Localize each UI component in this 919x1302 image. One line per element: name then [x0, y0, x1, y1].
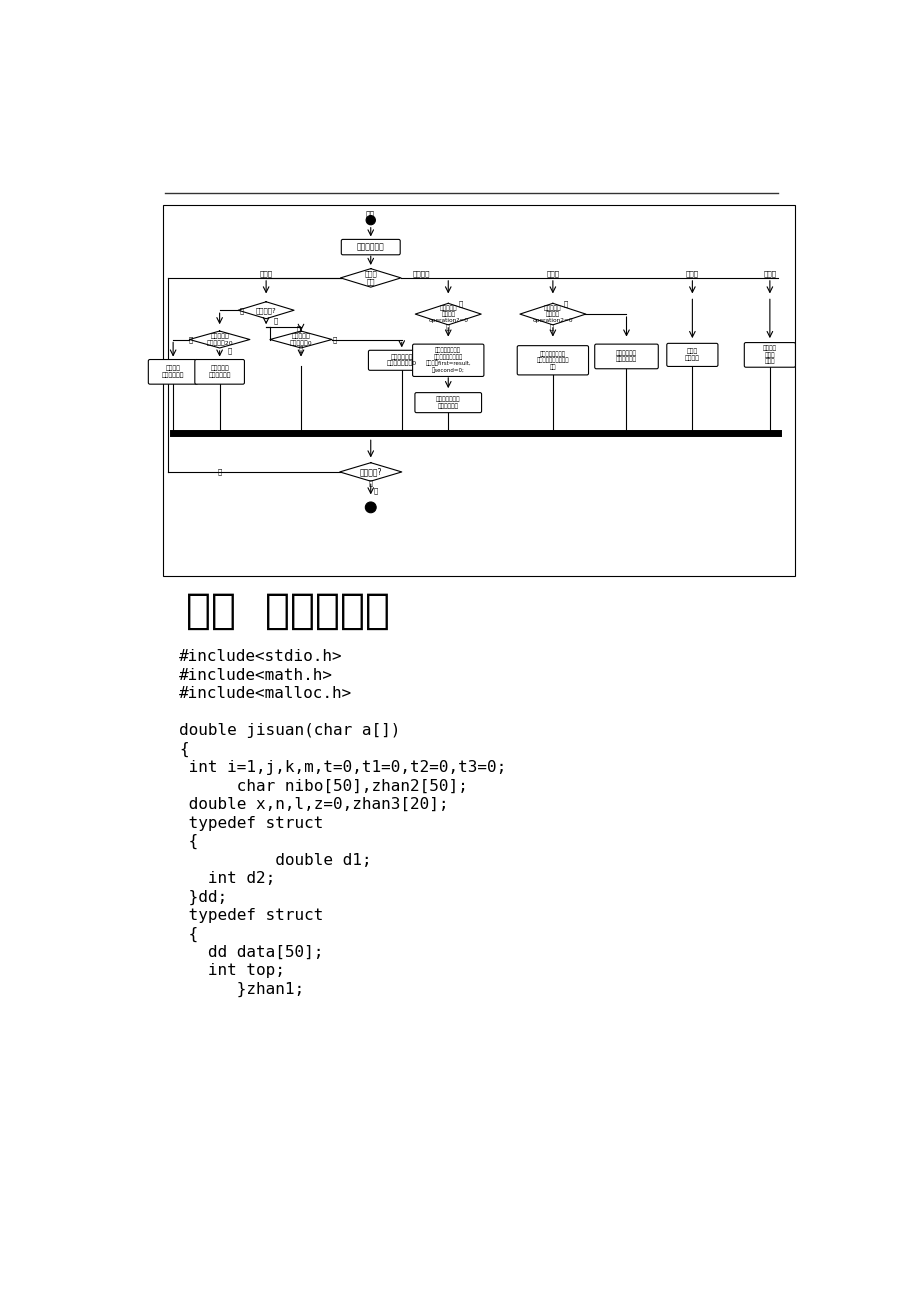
FancyBboxPatch shape	[743, 342, 795, 367]
Text: int i=1,j,k,m,t=0,t1=0,t2=0,t3=0;: int i=1,j,k,m,t=0,t1=0,t2=0,t3=0;	[179, 760, 506, 775]
Circle shape	[365, 503, 376, 513]
Text: }zhan1;: }zhan1;	[179, 982, 304, 997]
Text: {: {	[179, 835, 199, 849]
Text: int d2;: int d2;	[179, 871, 276, 885]
Text: 当前是否有
运算符键
operation2=0: 当前是否有 运算符键 operation2=0	[532, 305, 573, 323]
Text: 是: 是	[563, 301, 568, 307]
Text: 当前编辑的
数据位加一位: 当前编辑的 数据位加一位	[208, 366, 231, 378]
Text: 是: 是	[217, 469, 221, 475]
Text: 退格键: 退格键	[763, 271, 776, 277]
Text: 当前编辑的
数字是否为20: 当前编辑的 数字是否为20	[206, 333, 233, 345]
Text: 否: 否	[549, 323, 553, 329]
Bar	[163, 204, 794, 575]
Text: double d1;: double d1;	[179, 853, 371, 867]
Text: 是: 是	[239, 307, 244, 314]
Text: 计算当前运算符的
运算，并将结果显示
出来，将first=result,
且second=0;: 计算当前运算符的 运算，并将结果显示 出来，将first=result, 且se…	[425, 348, 471, 372]
Text: 当前编辑的
数字是否为0: 当前编辑的 数字是否为0	[289, 333, 312, 345]
Text: 否: 否	[227, 346, 232, 354]
Text: 初始化各变量: 初始化各变量	[357, 242, 384, 251]
FancyBboxPatch shape	[516, 345, 588, 375]
FancyBboxPatch shape	[666, 344, 717, 366]
Text: 根据当前运算符号
计算出结果，并显示出
来。: 根据当前运算符号 计算出结果，并显示出 来。	[536, 352, 569, 370]
FancyBboxPatch shape	[368, 350, 435, 370]
Text: {: {	[179, 742, 188, 756]
Text: 否: 否	[369, 479, 372, 486]
Text: 当前是否有
运算符键
operation?=0: 当前是否有 运算符键 operation?=0	[427, 305, 468, 323]
Text: 是: 是	[188, 336, 193, 342]
Text: #include<math.h>: #include<math.h>	[179, 668, 333, 682]
Text: #include<stdio.h>: #include<stdio.h>	[179, 650, 343, 664]
Circle shape	[366, 216, 375, 225]
Text: 初始化
所有变量: 初始化 所有变量	[684, 349, 699, 361]
Text: double x,n,l,z=0,zhan3[20];: double x,n,l,z=0,zhan3[20];	[179, 797, 448, 812]
Text: 四、  源程序编写: 四、 源程序编写	[186, 590, 390, 631]
Text: 运算符键: 运算符键	[412, 271, 429, 277]
FancyBboxPatch shape	[195, 359, 244, 384]
Text: dd data[50];: dd data[50];	[179, 945, 323, 960]
Text: #include<malloc.h>: #include<malloc.h>	[179, 686, 352, 702]
Text: 否: 否	[296, 326, 301, 332]
Text: 在当前编辑的
数字位置加一位0: 在当前编辑的 数字位置加一位0	[386, 354, 416, 366]
FancyBboxPatch shape	[414, 393, 481, 413]
Text: 前位等于?: 前位等于?	[255, 307, 277, 314]
Text: 是否继续?: 是否继续?	[359, 467, 381, 477]
Text: 编辑的数
字用缓值代替: 编辑的数 字用缓值代替	[162, 366, 184, 378]
Text: 否: 否	[374, 488, 378, 495]
Text: 是: 是	[458, 301, 462, 307]
FancyBboxPatch shape	[148, 359, 198, 384]
Text: 是: 是	[299, 345, 302, 352]
Text: typedef struct: typedef struct	[179, 907, 323, 923]
Text: }dd;: }dd;	[179, 889, 227, 905]
Text: 数字键: 数字键	[259, 271, 272, 277]
Text: 否: 否	[273, 316, 278, 324]
Text: 清除键: 清除键	[685, 271, 698, 277]
Text: double jisuan(char a[]): double jisuan(char a[])	[179, 723, 401, 738]
Text: 返回正在
编辑的
数据。: 返回正在 编辑的 数据。	[762, 345, 776, 365]
Text: 接键的
选择: 接键的 选择	[364, 271, 377, 285]
FancyBboxPatch shape	[341, 240, 400, 255]
Text: typedef struct: typedef struct	[179, 815, 323, 831]
Text: int top;: int top;	[179, 963, 285, 978]
Text: 开始: 开始	[366, 210, 375, 219]
FancyBboxPatch shape	[412, 344, 483, 376]
Text: {: {	[179, 926, 199, 941]
FancyBboxPatch shape	[594, 344, 658, 368]
Text: 根据当前的符号
计算运算结果: 根据当前的符号 计算运算结果	[436, 397, 460, 409]
Text: 显示当前正在
编辑的数据。: 显示当前正在 编辑的数据。	[616, 350, 636, 362]
Text: 否: 否	[332, 336, 336, 342]
Text: 否: 否	[446, 323, 450, 329]
Text: 等号键: 等号键	[546, 271, 559, 277]
Text: char nibo[50],zhan2[50];: char nibo[50],zhan2[50];	[179, 779, 468, 794]
